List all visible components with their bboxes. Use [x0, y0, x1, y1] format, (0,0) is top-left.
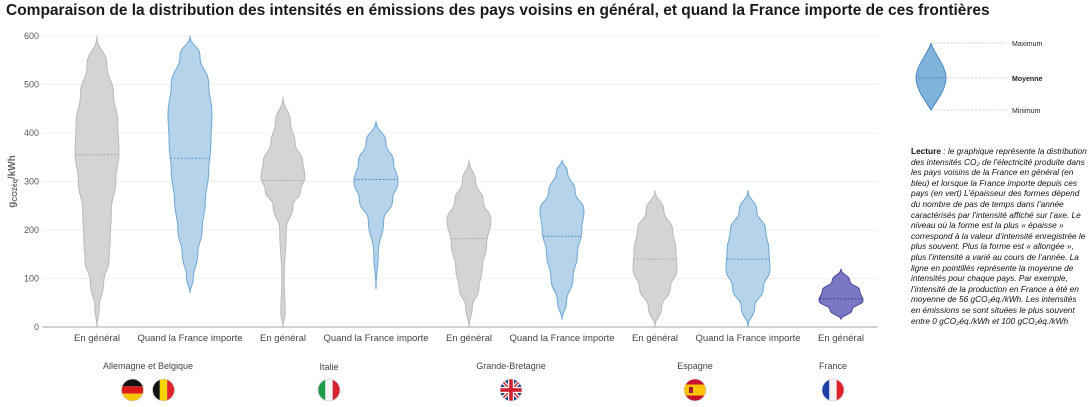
legend-violin [915, 42, 947, 111]
y-tick-label: 100 [24, 274, 39, 284]
reading-note-lead: Lecture [911, 146, 941, 156]
country-group-label: Allemagne et Belgique [103, 361, 193, 371]
violin-import [539, 159, 585, 320]
violins [74, 35, 864, 328]
category-label: En général [632, 333, 678, 344]
chart-title: Comparaison de la distribution des inten… [6, 2, 990, 19]
y-tick-label: 400 [24, 128, 39, 138]
germany-flag-icon [121, 378, 144, 402]
spain-flag-icon [683, 378, 707, 402]
y-tick-label: 0 [34, 322, 39, 332]
legend-mean-label: Moyenne [1012, 76, 1042, 83]
labels: En général Quand la France importe En géné… [74, 333, 864, 372]
category-label: Quand la France importe [695, 333, 800, 344]
violin-import [353, 120, 399, 290]
y-tick-label: 600 [24, 31, 39, 41]
axes: 0 100 200 300 400 500 600 gCO2éq/kWh [7, 31, 878, 332]
france-flag-icon [821, 378, 845, 402]
category-label: En général [74, 333, 120, 344]
category-label: Quand la France importe [137, 333, 242, 344]
category-label: En général [260, 333, 306, 344]
category-label: Quand la France importe [509, 333, 614, 344]
italy-flag-icon [317, 378, 341, 402]
reading-note-text: : le graphique représente la distributio… [911, 146, 1087, 326]
category-label: En général [818, 333, 864, 344]
violin-general [446, 159, 492, 328]
category-label: En général [446, 333, 492, 344]
violin-general [260, 96, 306, 328]
legend: Maximum Moyenne Minimum [915, 41, 1043, 115]
reading-note: Lecture : le graphique représente la dis… [911, 146, 1087, 326]
belgium-flag-icon [152, 378, 175, 402]
violin-france [818, 268, 864, 320]
country-group-label: Espagne [677, 361, 713, 371]
y-tick-label: 200 [24, 225, 39, 235]
violin-import [167, 35, 213, 294]
legend-min-label: Minimum [1012, 108, 1041, 115]
country-group-label: Italie [319, 362, 338, 372]
y-tick-label: 500 [24, 80, 39, 90]
violin-chart: 0 100 200 300 400 500 600 gCO2éq/kWh En général… [7, 31, 878, 402]
flags [121, 378, 845, 402]
category-label: Quand la France importe [323, 333, 428, 344]
legend-max-label: Maximum [1012, 41, 1043, 48]
y-tick-label: 300 [24, 177, 39, 187]
violin-general [74, 35, 120, 328]
country-group-label: Grande-Bretagne [476, 361, 546, 371]
y-axis-label: gCO2éq/kWh [7, 155, 19, 208]
uk-flag-icon [499, 378, 523, 402]
violin-import [725, 189, 771, 328]
violin-general [632, 189, 678, 328]
country-group-label: France [819, 361, 847, 371]
